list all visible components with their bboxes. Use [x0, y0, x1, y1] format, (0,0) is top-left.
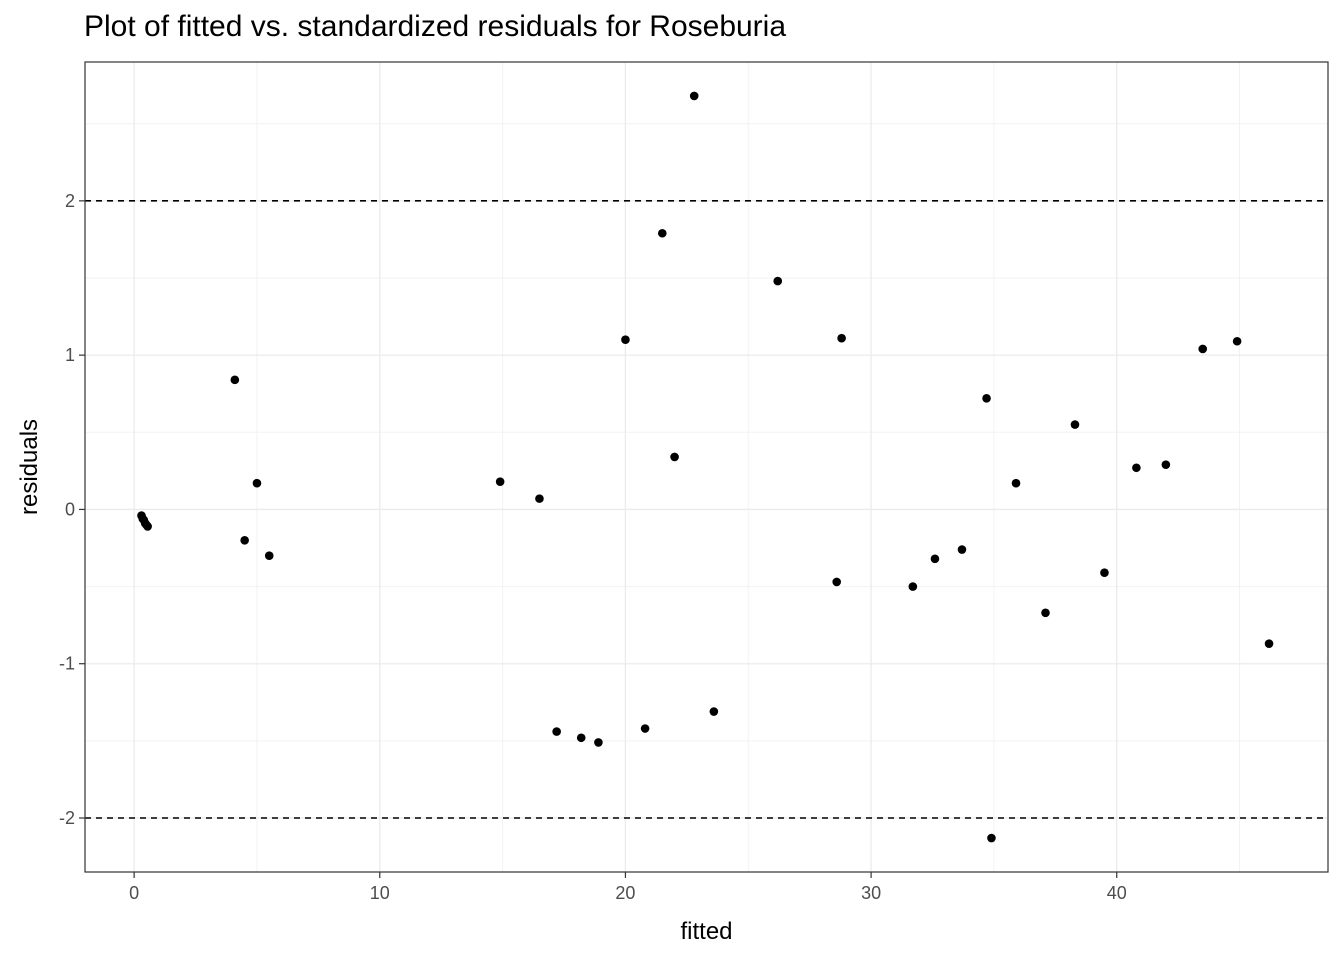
- x-tick-label: 30: [861, 883, 881, 903]
- data-point: [837, 333, 846, 343]
- data-point: [1041, 608, 1050, 618]
- x-tick-label: 0: [129, 883, 139, 903]
- minor-gridlines: [85, 62, 1328, 872]
- data-point: [1132, 463, 1141, 473]
- data-point: [689, 91, 699, 101]
- data-point: [240, 535, 249, 545]
- data-point: [957, 545, 967, 554]
- data-point: [252, 478, 262, 488]
- data-point: [657, 228, 667, 238]
- data-point: [621, 335, 630, 345]
- data-point: [709, 707, 719, 716]
- data-point: [576, 733, 586, 743]
- major-gridlines: [85, 62, 1328, 872]
- y-axis-title: residuals: [16, 419, 43, 515]
- chart-title: Plot of fitted vs. standardized residual…: [84, 10, 787, 43]
- data-point: [1011, 478, 1021, 488]
- data-point: [640, 724, 650, 733]
- x-axis: 0 10 20 30 40: [129, 872, 1127, 903]
- data-point: [982, 394, 991, 403]
- data-point: [1100, 568, 1109, 577]
- data-point: [1198, 344, 1208, 354]
- x-tick-label: 40: [1107, 883, 1127, 903]
- x-tick-label: 20: [615, 883, 635, 903]
- data-point: [552, 727, 561, 736]
- data-point: [535, 494, 544, 503]
- panel-border: [84, 61, 1329, 873]
- y-tick-label: 0: [65, 499, 75, 519]
- data-point: [1264, 639, 1274, 648]
- x-tick-label: 10: [370, 883, 390, 903]
- data-points: [137, 91, 1274, 843]
- data-point: [930, 554, 940, 564]
- data-point: [495, 477, 505, 486]
- data-point: [594, 738, 603, 747]
- y-tick-label: 1: [65, 345, 75, 365]
- y-tick-label: -2: [59, 808, 75, 828]
- data-point: [1232, 336, 1242, 346]
- data-point: [230, 375, 240, 385]
- data-point: [264, 551, 274, 561]
- x-axis-title: fitted: [680, 918, 732, 945]
- data-point: [832, 577, 841, 587]
- data-point: [670, 452, 679, 462]
- reference-lines: [85, 200, 1328, 819]
- y-axis: -2 -1 0 1 2: [59, 191, 85, 828]
- y-tick-label: -1: [59, 654, 75, 674]
- data-point: [987, 833, 996, 843]
- data-point: [908, 582, 918, 591]
- y-tick-label: 2: [65, 191, 75, 211]
- data-point: [143, 522, 152, 531]
- data-point: [1161, 460, 1171, 469]
- data-point: [773, 276, 783, 286]
- data-point: [1070, 420, 1080, 429]
